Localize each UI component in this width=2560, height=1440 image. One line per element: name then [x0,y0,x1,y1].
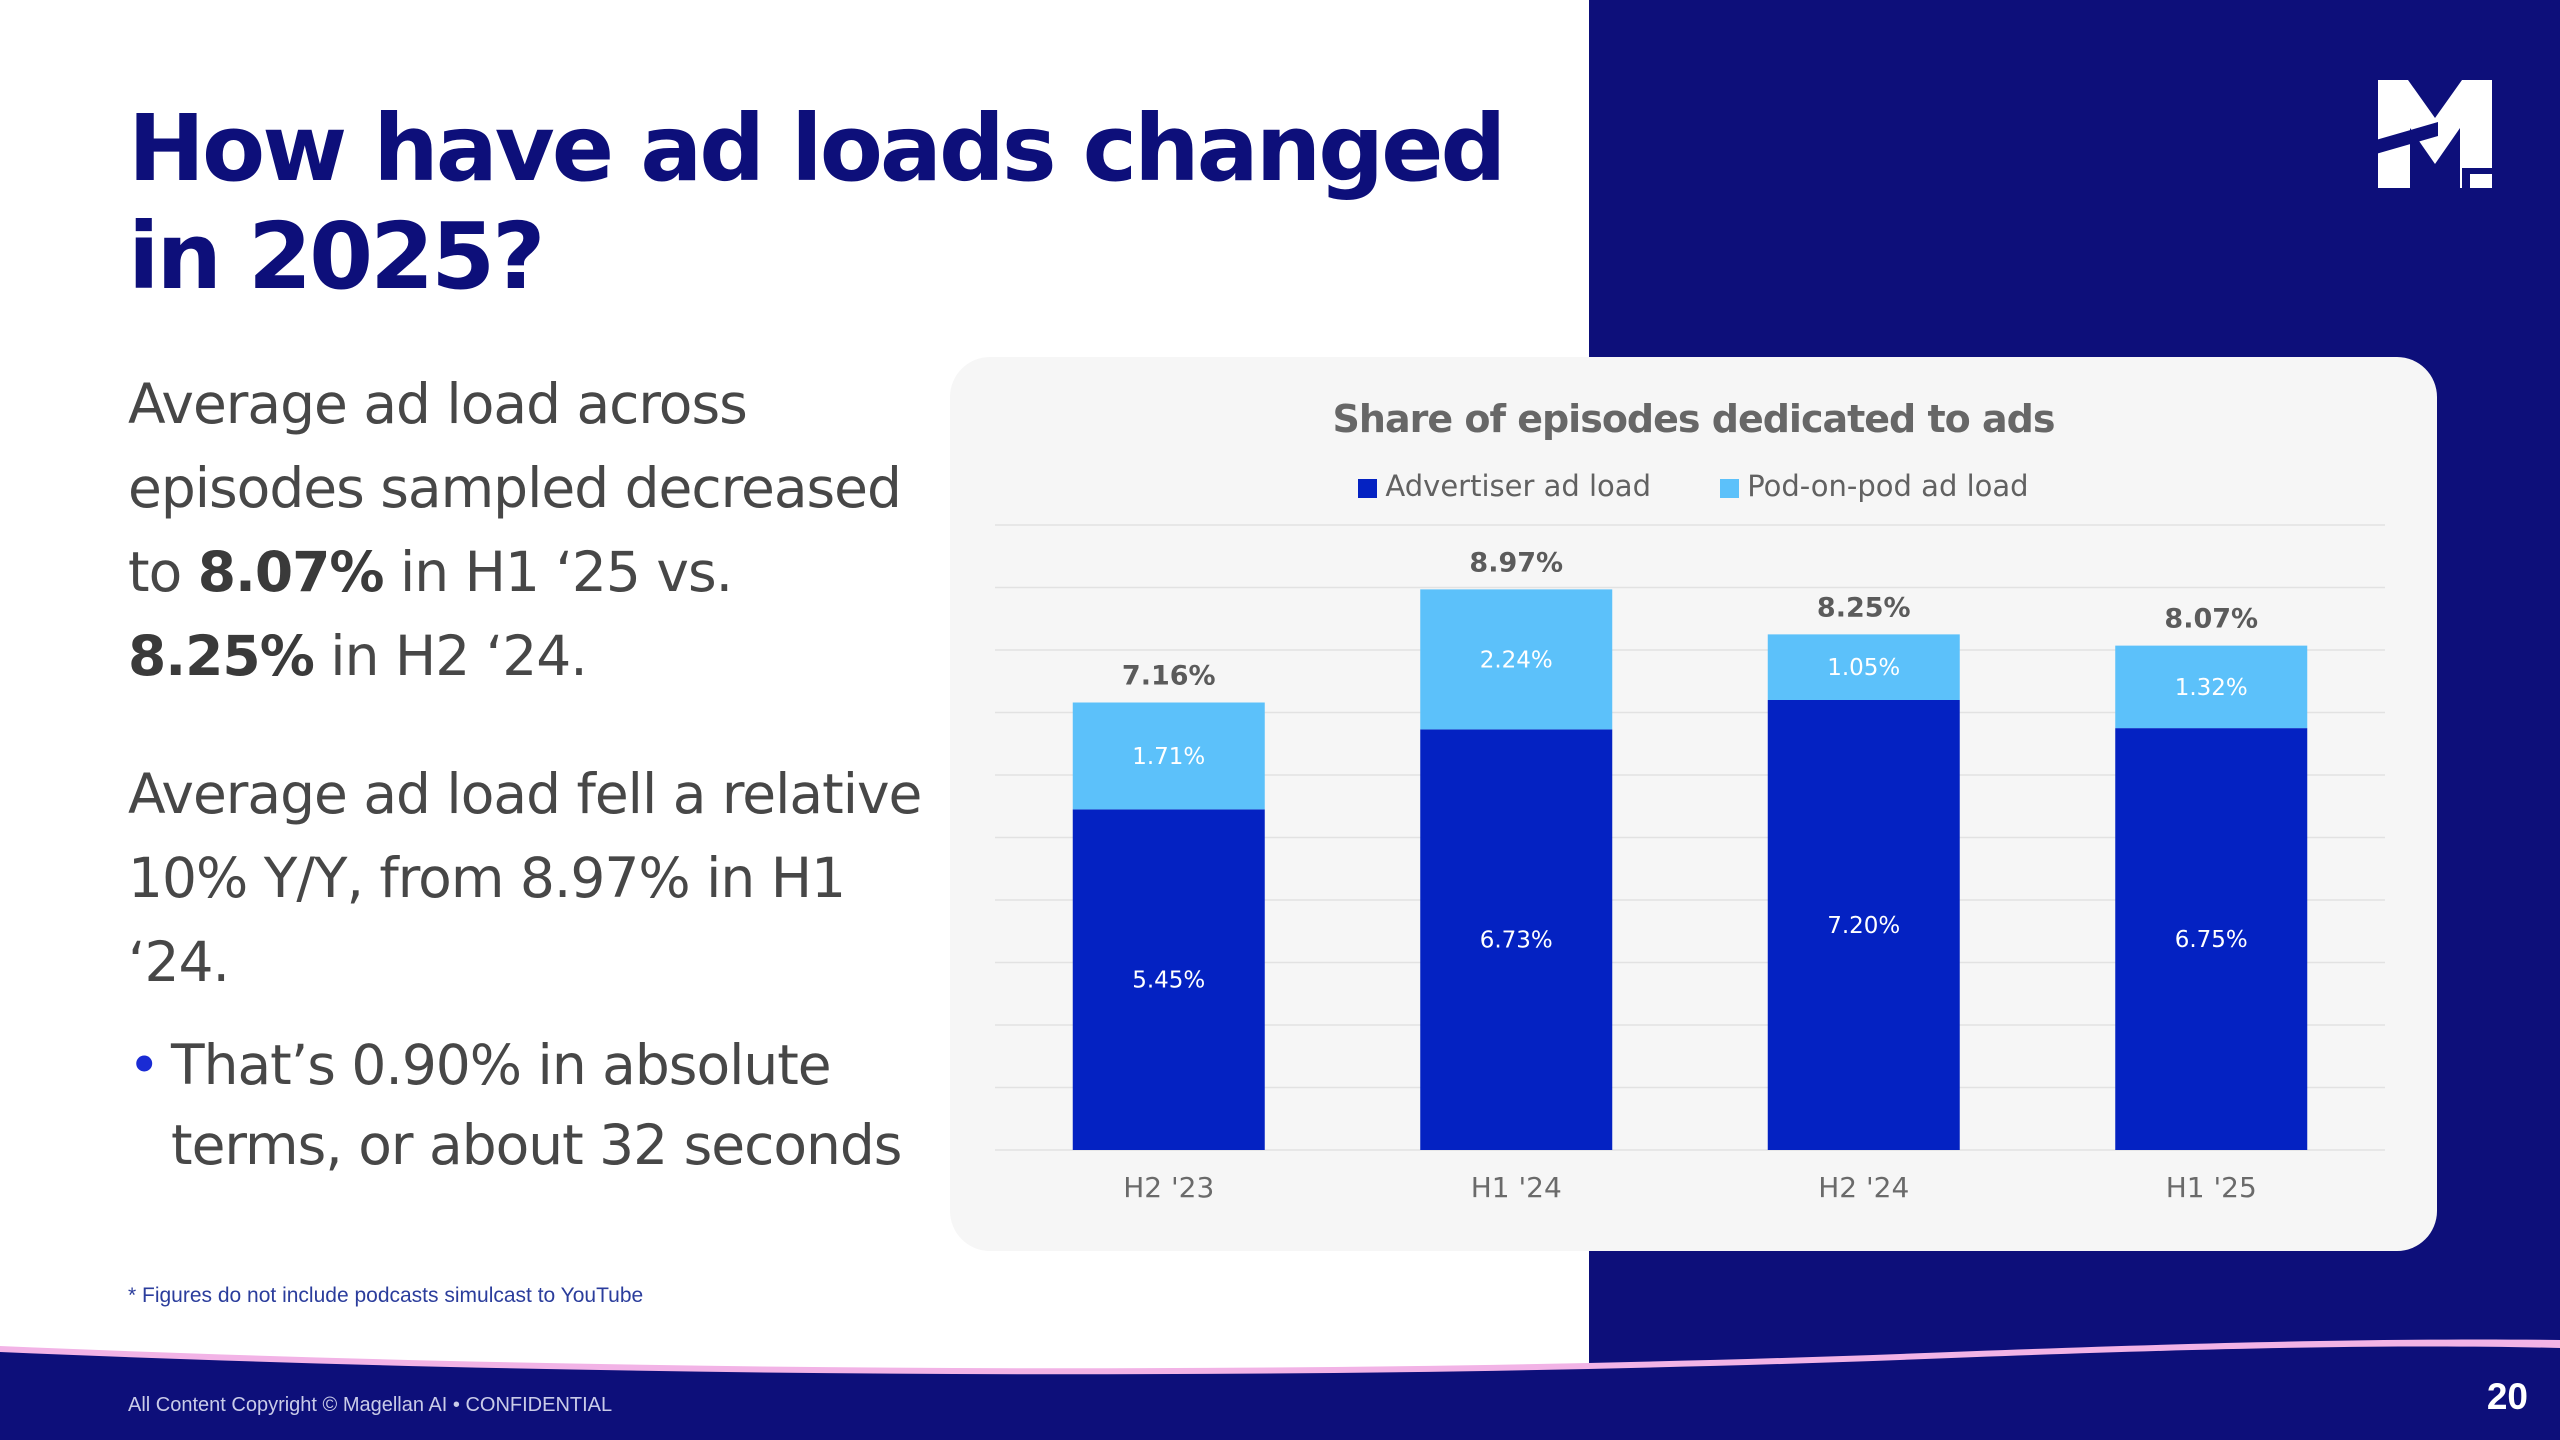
data-label: 5.45% [1132,968,1205,994]
magellan-logo-icon [2378,80,2492,188]
legend-item-advertiser: Advertiser ad load [1358,469,1651,503]
bullet-text: That’s 0.90% in absolute terms, or about… [171,1033,902,1177]
copyright-text: All Content Copyright © Magellan AI • CO… [128,1394,613,1416]
data-label: 1.32% [2175,675,2248,701]
x-tick-label: H1 '24 [1471,1171,1562,1204]
legend-label-pod-on-pod: Pod-on-pod ad load [1747,469,2029,503]
data-label: 7.20% [1827,913,1900,939]
data-label: 6.75% [2175,927,2248,953]
summary-value-h2-24: 8.25% [128,624,315,688]
yoy-paragraph: Average ad load fell a relative 10% Y/Y,… [128,762,922,994]
bar-segment-advertiser [1420,729,1613,1150]
bar-segment-advertiser [2115,728,2308,1150]
data-label: 2.24% [1480,647,1553,673]
legend-label-advertiser: Advertiser ad load [1385,469,1651,503]
bullet-dot-icon: • [128,1033,160,1097]
total-label: 8.07% [2164,604,2258,635]
bar-segment-pod-on-pod [2115,645,2308,729]
bottom-wave-band [0,1339,2560,1440]
x-tick-label: H2 '23 [1123,1171,1214,1204]
data-label: 1.05% [1827,655,1900,681]
bullet-item: • That’s 0.90% in absolute terms, or abo… [128,1025,918,1185]
total-label: 8.97% [1469,547,1563,578]
chart-card: Share of episodes dedicated to ads Adver… [950,357,2437,1251]
legend-swatch-pod-on-pod [1720,479,1740,498]
total-label: 8.25% [1817,592,1911,623]
chart-legend: Advertiser ad load Pod-on-pod ad load [950,469,2437,503]
footnote: * Figures do not include podcasts simulc… [128,1284,644,1307]
legend-swatch-advertiser [1358,479,1378,498]
summary-value-h1-25: 8.07% [197,540,385,604]
bar-segment-pod-on-pod [1072,702,1265,810]
data-label: 6.73% [1480,928,1553,954]
bar-segment-advertiser [1072,809,1265,1150]
summary-text-c: in H2 ‘24. [313,624,587,688]
summary-paragraph: Average ad load across episodes sampled … [128,362,928,698]
summary-text-a: Average ad load across episodes sampled … [128,372,902,604]
chart-title: Share of episodes dedicated to ads [1332,397,2056,441]
bar-segment-pod-on-pod [1767,634,1960,700]
x-tick-label: H1 '25 [2166,1171,2257,1204]
data-label: 1.71% [1132,744,1205,770]
page-number: 20 [2486,1376,2528,1417]
stacked-bar-chart: 5.45% 1.71% 7.16% H2 '23 6.73% 2.24% 8.97% H1 '… [995,524,2385,1204]
legend-item-pod-on-pod: Pod-on-pod ad load [1720,469,2029,503]
slide-title: How have ad loads changed in 2025? [128,95,1506,310]
x-tick-label: H2 '24 [1818,1171,1909,1204]
bar-segment-pod-on-pod [1420,589,1613,730]
summary-text-b: in H1 ‘25 vs. [383,540,733,604]
total-label: 7.16% [1122,661,1216,692]
bar-segment-advertiser [1767,700,1960,1150]
